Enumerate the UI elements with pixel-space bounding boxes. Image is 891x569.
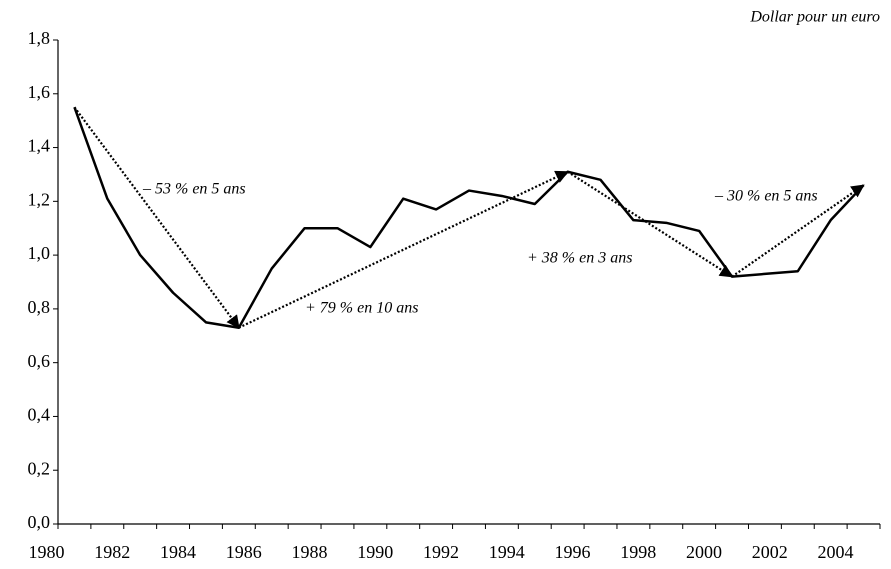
annotation: + 38 % en 3 ans	[527, 250, 632, 267]
x-tick-label: 1986	[226, 542, 262, 562]
x-tick-label: 1996	[555, 542, 591, 562]
annotation-arrow	[731, 184, 865, 278]
x-tick-label: 1992	[423, 542, 459, 562]
x-tick-label: 1994	[489, 542, 525, 562]
x-tick-label: 1980	[28, 542, 64, 562]
y-tick-label: 0,2	[28, 458, 51, 478]
y-tick-label: 0,0	[28, 512, 51, 532]
y-tick-label: 1,8	[28, 28, 51, 48]
x-tick-label: 1998	[620, 542, 656, 562]
annotation-arrow	[238, 170, 569, 329]
x-tick-label: 1984	[160, 542, 196, 562]
series-line	[73, 106, 865, 329]
annotation: – 30 % en 5 ans	[714, 188, 818, 205]
y-tick-label: 1,2	[28, 189, 51, 209]
y-tick-label: 1,0	[28, 243, 51, 263]
annotation-arrow	[567, 170, 734, 278]
y-tick-label: 0,8	[28, 297, 51, 317]
x-tick-label: 2002	[752, 542, 788, 562]
annotation: – 53 % en 5 ans	[142, 181, 246, 198]
x-tick-label: 1988	[291, 542, 327, 562]
y-axis-label: Dollar pour un euro	[749, 9, 880, 26]
x-tick-label: 2000	[686, 542, 722, 562]
y-tick-label: 1,4	[28, 136, 51, 156]
x-tick-label: 1990	[357, 542, 393, 562]
y-tick-label: 1,6	[28, 82, 51, 102]
annotation-arrow	[73, 106, 240, 329]
y-tick-label: 0,4	[28, 405, 51, 425]
x-tick-label: 1982	[94, 542, 130, 562]
y-tick-label: 0,6	[28, 351, 51, 371]
annotation: + 79 % en 10 ans	[305, 300, 418, 317]
x-tick-label: 2004	[818, 542, 854, 562]
